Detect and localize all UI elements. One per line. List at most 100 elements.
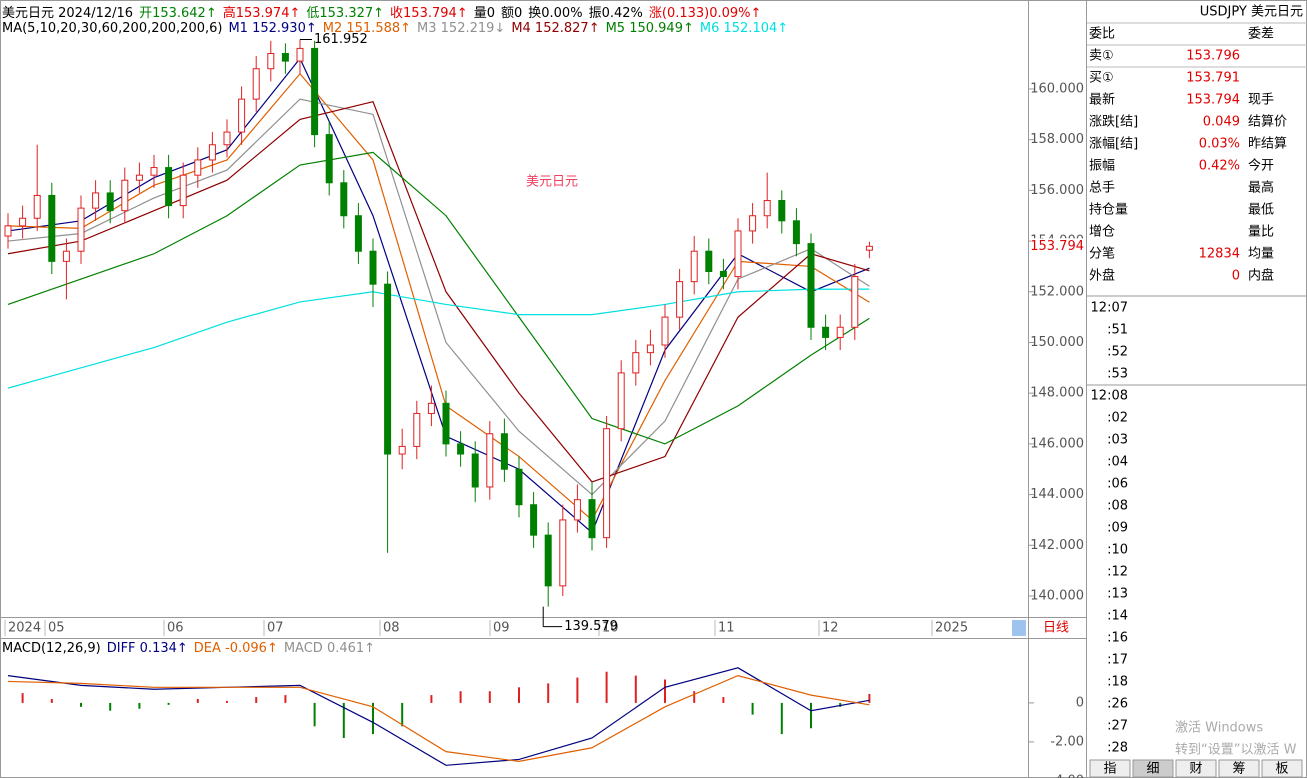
- row-value: 153.794: [1186, 93, 1240, 108]
- line: [7, 151, 870, 445]
- row-value: 0: [1232, 269, 1240, 284]
- candle-body: [690, 250, 698, 283]
- legend-item: M4 152.827↑: [511, 21, 600, 36]
- tab-label[interactable]: 板: [1275, 762, 1288, 777]
- candle-body: [734, 230, 742, 278]
- watermark: 美元日元: [526, 175, 578, 190]
- y-tick-label: -4.00: [1050, 773, 1084, 778]
- candle-body: [106, 192, 114, 212]
- row-label: 卖①: [1089, 49, 1114, 64]
- candle-body: [500, 433, 508, 470]
- time-row: :26: [1107, 697, 1128, 712]
- candle-body: [121, 179, 129, 212]
- candle-body: [676, 281, 684, 318]
- candle-body: [135, 174, 143, 181]
- candle-body: [340, 182, 348, 217]
- x-tick-label: 08: [383, 621, 400, 636]
- candle-body: [62, 250, 70, 262]
- row-label2: 量比: [1248, 225, 1274, 240]
- row-label: 涨跌[结]: [1089, 114, 1138, 130]
- row-label: 涨幅[结]: [1089, 137, 1138, 152]
- candle-body: [150, 167, 158, 176]
- time-row: :17: [1107, 653, 1128, 668]
- time-row: :03: [1107, 433, 1128, 448]
- header-item: 高153.974↑: [222, 6, 301, 21]
- line: [7, 288, 870, 389]
- header: 美元日元 2024/12/16 开153.642↑ 高153.974↑ 低153.32…: [2, 2, 761, 21]
- candle-body: [807, 243, 815, 328]
- candle-body: [851, 276, 859, 328]
- tab[interactable]: [1175, 759, 1217, 778]
- legend-item: DIFF 0.134↑: [106, 641, 188, 656]
- candle-body: [267, 52, 275, 70]
- candle-body: [427, 402, 435, 414]
- candle-body: [573, 499, 581, 521]
- header-item: 开153.642↑: [139, 6, 217, 21]
- row-label: 委比: [1089, 27, 1115, 42]
- macd-legend: MACD(12,26,9) DIFF 0.134↑ DEA -0.096↑ MACD …: [2, 641, 375, 656]
- y-tick-label: 160.000: [1030, 81, 1084, 96]
- tab[interactable]: [1261, 759, 1303, 778]
- candle-body: [632, 352, 640, 374]
- candle-body: [19, 217, 27, 227]
- tab-label[interactable]: 细: [1146, 762, 1159, 777]
- row-label: 外盘: [1089, 268, 1115, 284]
- time-row: :09: [1107, 521, 1128, 536]
- tab-label[interactable]: 指: [1103, 762, 1116, 777]
- last-price-box: [1031, 238, 1085, 255]
- candle-body: [457, 443, 465, 455]
- candle-body: [471, 453, 479, 488]
- os-watermark: 激活 Windows: [1175, 721, 1263, 736]
- y-tick-label: 156.000: [1030, 183, 1084, 198]
- row-label2: 昨结算: [1248, 137, 1287, 152]
- y-tick-label: 150.000: [1030, 335, 1084, 350]
- scroll-button[interactable]: [1012, 620, 1026, 636]
- candle-body: [369, 250, 377, 285]
- candle-body: [77, 207, 85, 252]
- candle-body: [238, 98, 246, 133]
- candle-body: [398, 445, 406, 455]
- candle-body: [311, 47, 319, 136]
- row-label: 持仓量: [1089, 203, 1128, 218]
- time-row: :18: [1107, 675, 1128, 690]
- candle-body: [836, 326, 844, 338]
- line: [7, 674, 870, 763]
- row-label2: 最高: [1248, 180, 1274, 196]
- candle-body: [208, 144, 216, 161]
- candle-body: [486, 433, 494, 488]
- tab[interactable]: [1089, 759, 1131, 778]
- header-item: 振0.42%: [588, 6, 643, 21]
- tab[interactable]: [1218, 759, 1260, 778]
- legend-item: M1 152.930↑: [228, 21, 317, 36]
- candle-body: [442, 402, 450, 445]
- candle-body: [296, 47, 304, 62]
- legend-item: M2 151.588↑: [322, 21, 412, 36]
- tab-label[interactable]: 财: [1189, 762, 1202, 777]
- x-tick-label: 07: [267, 621, 284, 636]
- x-tick-label: 09: [493, 621, 510, 636]
- time-row: :02: [1107, 411, 1128, 426]
- tab[interactable]: [1132, 759, 1174, 778]
- candle-body: [544, 534, 552, 587]
- annotation: 161.952: [314, 32, 368, 47]
- row-label: 增仓: [1089, 225, 1115, 240]
- header-item: 额0: [500, 6, 523, 21]
- row-value: 0.049: [1203, 115, 1240, 130]
- line: [7, 100, 870, 483]
- header-item: 换0.00%: [528, 6, 583, 21]
- time-row: :51: [1107, 323, 1128, 338]
- row-label2: 委差: [1248, 27, 1274, 42]
- line: [7, 72, 870, 521]
- row-value: 0.42%: [1199, 159, 1240, 174]
- y-tick-label: 0: [1076, 695, 1084, 710]
- header-item: 收153.794↑: [390, 6, 468, 21]
- time-row: :16: [1107, 631, 1128, 646]
- y-tick-label: 144.000: [1030, 487, 1084, 502]
- candle-body: [646, 344, 654, 354]
- tab-label[interactable]: 筹: [1232, 761, 1245, 777]
- annotation: 139.579: [564, 619, 618, 634]
- candle-body: [384, 283, 392, 455]
- row-value: 12834: [1199, 247, 1240, 262]
- time-row: :04: [1107, 455, 1128, 470]
- candle-body: [413, 412, 421, 447]
